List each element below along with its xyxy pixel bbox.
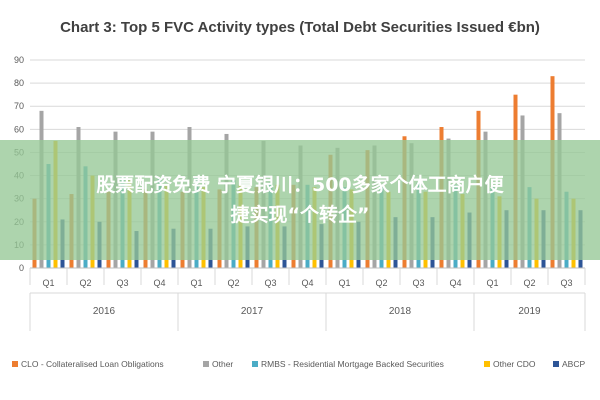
legend-swatch <box>553 361 559 367</box>
legend-label: RMBS - Residential Mortgage Backed Secur… <box>261 359 444 369</box>
legend: CLO - Collateralised Loan Obligations Oth… <box>12 359 585 369</box>
chart-title: Chart 3: Top 5 FVC Activity types (Total… <box>60 19 540 36</box>
x-tick-label: Q1 <box>190 278 202 288</box>
x-tick-label: Q3 <box>560 278 572 288</box>
year-label: 2018 <box>389 306 412 317</box>
overlay-headline-line-2: 捷实现“个转企” <box>230 204 370 226</box>
overlay-headline-line-1: 股票配资免费 宁夏银川：500多家个体工商户便 <box>96 174 504 196</box>
x-tick-label: Q1 <box>338 278 350 288</box>
overlay-banner: 股票配资免费 宁夏银川：500多家个体工商户便 捷实现“个转企” <box>0 140 600 260</box>
y-tick-label: 0 <box>19 263 24 273</box>
legend-swatch <box>252 361 258 367</box>
x-tick-label: Q3 <box>116 278 128 288</box>
x-tick-label: Q2 <box>227 278 239 288</box>
year-label: 2017 <box>241 306 264 317</box>
y-tick-label: 90 <box>14 55 24 65</box>
x-tick-label: Q1 <box>486 278 498 288</box>
x-tick-label: Q4 <box>153 278 165 288</box>
year-label: 2016 <box>93 306 116 317</box>
x-tick-label: Q2 <box>79 278 91 288</box>
x-tick-label: Q2 <box>523 278 535 288</box>
x-axis: Q1 Q2 Q3 Q4 Q1 Q2 Q3 Q4 Q1 Q2 Q3 Q4 Q1 Q2 Q3 2016 2017 20… <box>29 267 586 331</box>
x-tick-label: Q3 <box>412 278 424 288</box>
x-tick-label: Q4 <box>301 278 313 288</box>
legend-swatch <box>203 361 209 367</box>
legend-label: Other <box>212 359 233 369</box>
x-tick-label: Q1 <box>42 278 54 288</box>
y-tick-label: 80 <box>14 78 24 88</box>
x-tick-label: Q3 <box>264 278 276 288</box>
y-tick-label: 70 <box>14 101 24 111</box>
legend-label: CLO - Collateralised Loan Obligations <box>21 359 164 369</box>
year-label: 2019 <box>518 306 541 317</box>
x-tick-label: Q2 <box>375 278 387 288</box>
legend-swatch <box>12 361 18 367</box>
x-tick-label: Q4 <box>449 278 461 288</box>
legend-swatch <box>484 361 490 367</box>
y-tick-label: 60 <box>14 124 24 134</box>
legend-label: Other CDO <box>493 359 536 369</box>
legend-label: ABCP <box>562 359 585 369</box>
